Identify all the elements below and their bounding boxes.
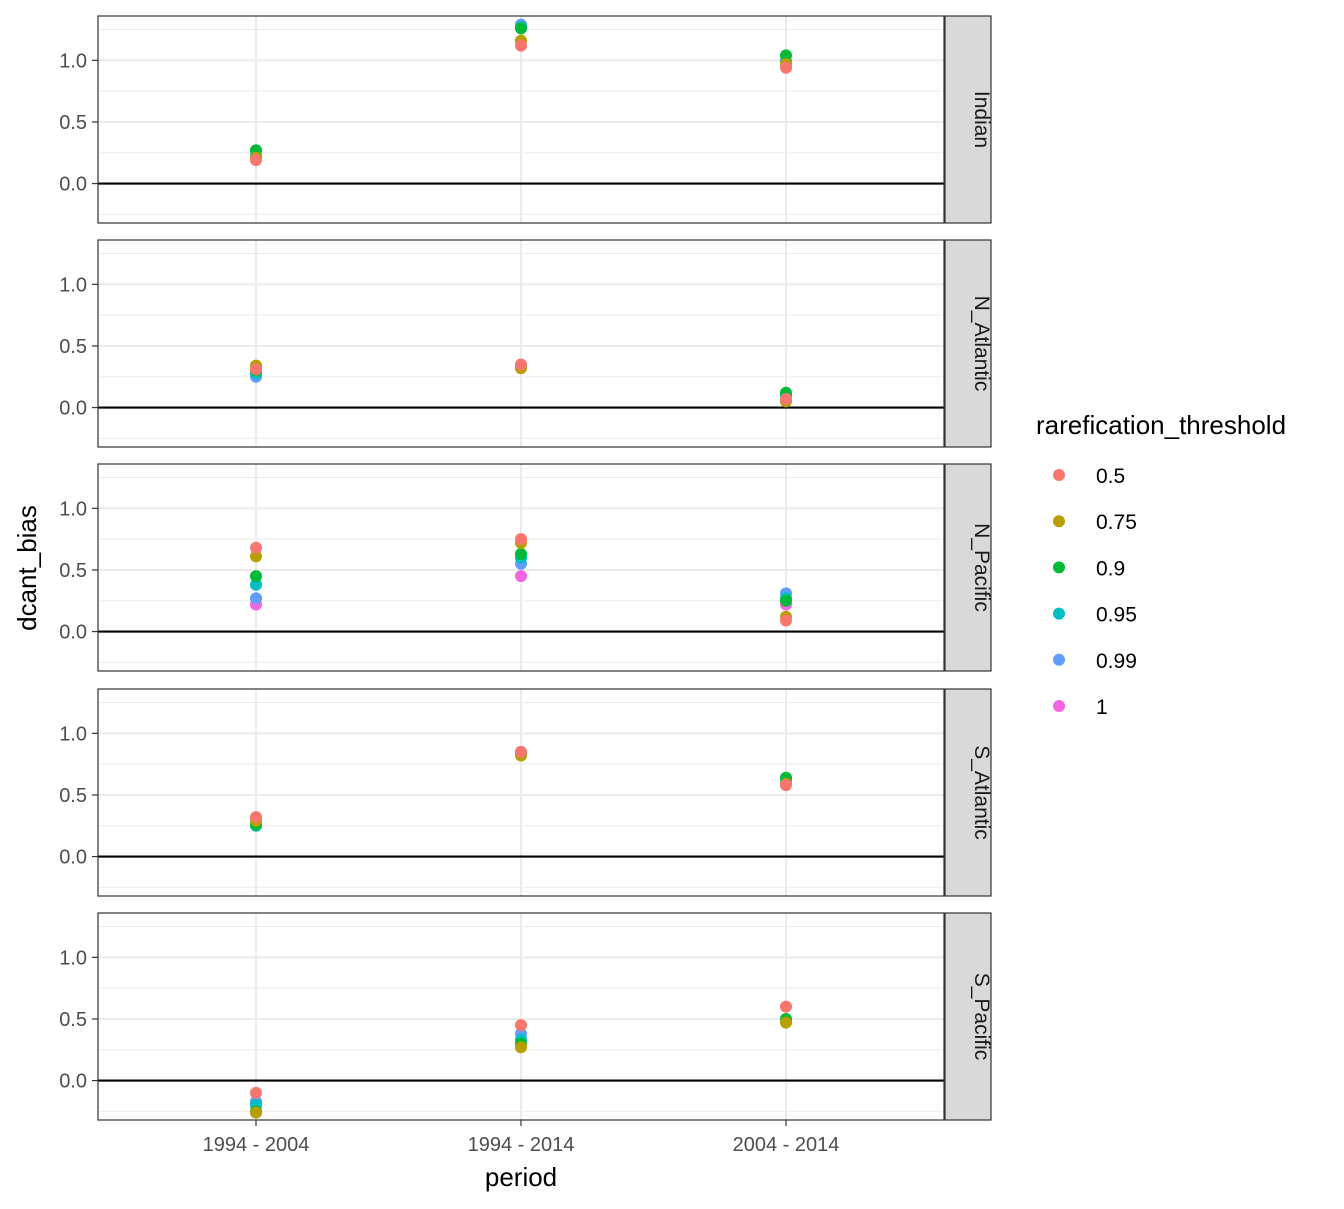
panel-border [97,15,945,224]
panel-s-pacific: S_Pacific 0.0 0.5 1.0 [59,912,993,1121]
point-n-pacific-0.9 [250,570,262,583]
legend-label: 0.99 [1096,650,1137,673]
point-n-pacific-0.9 [515,547,527,560]
facet-label: N_Atlantic [970,296,993,392]
x-axis: 1994 - 2004 1994 - 2014 2004 - 2014 [203,1120,840,1156]
panel-border [97,463,945,672]
y-tick-label: 0.5 [59,1009,87,1031]
point-s-pacific-0.75 [515,1041,527,1054]
facet-label: N_Pacific [970,523,993,612]
x-tick-label: 1994 - 2014 [468,1134,575,1156]
x-tick-label: 1994 - 2004 [203,1134,310,1156]
facet-strip [944,15,992,224]
point-s-pacific-0.75 [780,1016,792,1029]
y-tick-label: 1.0 [59,723,87,745]
panel-s-atlantic: S_Atlantic 0.0 0.5 1.0 [59,688,993,897]
facet-strip [944,912,992,1121]
point-s-pacific-0.75 [250,1106,262,1119]
legend-key-0.75 [1053,515,1065,528]
legend-key-0.95 [1053,607,1065,620]
point-indian-0.9 [515,22,527,35]
x-axis-title: period [485,1162,557,1192]
panel-border [97,688,945,897]
y-tick-label: 0.5 [59,112,87,134]
legend-key-0.9 [1053,561,1065,574]
legend-label: 0.95 [1096,604,1137,627]
point-s-pacific-0.5 [250,1086,262,1099]
point-s-pacific-0.5 [780,1000,792,1013]
legend: rarefication_threshold 0.5 0.75 0.9 0.95 0.9… [1036,410,1286,719]
point-n-pacific-0.75 [250,550,262,563]
point-n-pacific-1 [515,570,527,583]
point-n-pacific-0.5 [250,541,262,554]
panel-n-atlantic: N_Atlantic 0.0 0.5 1.0 [59,239,993,448]
y-tick-label: 0.0 [59,622,87,644]
legend-label: 0.5 [1096,465,1125,488]
legend-key-0.99 [1053,653,1065,666]
point-n-atlantic-0.5 [780,392,792,405]
point-n-pacific-0.9 [780,594,792,607]
point-n-pacific-0.5 [515,533,527,546]
y-tick-label: 1.0 [59,498,87,520]
y-tick-label: 0.5 [59,560,87,582]
point-n-pacific-0.5 [780,614,792,627]
y-tick-label: 0.0 [59,398,87,420]
facet-strip [944,239,992,448]
legend-key-1 [1053,700,1065,712]
y-axis-title: dcant_bias [12,505,42,631]
point-n-pacific-0.99 [250,592,262,605]
panels: Indian0.00.51.0N_Atlantic0.00.51.0N_Paci… [59,15,993,1121]
point-indian-0.5 [250,154,262,167]
point-s-pacific-0.5 [515,1019,527,1032]
facet-strip [944,688,992,897]
y-tick-label: 0.0 [59,174,87,196]
point-s-atlantic-0.5 [250,811,262,824]
y-tick-label: 0.5 [59,336,87,358]
x-tick-label: 2004 - 2014 [733,1134,840,1156]
y-tick-label: 1.0 [59,274,87,296]
y-tick-label: 0.0 [59,1071,87,1093]
point-s-atlantic-0.5 [515,745,527,758]
facet-label: Indian [970,91,993,148]
y-tick-label: 1.0 [59,947,87,969]
facet-label: S_Pacific [970,973,993,1061]
y-tick-label: 0.0 [59,847,87,869]
facet-label: S_Atlantic [970,745,993,840]
point-s-atlantic-0.5 [780,779,792,792]
legend-label: 0.9 [1096,557,1125,580]
point-n-pacific-0.95 [250,578,262,591]
y-tick-label: 1.0 [59,50,87,72]
y-tick-label: 0.5 [59,785,87,807]
panel-n-pacific: N_Pacific 0.0 0.5 1.0 [59,463,993,672]
point-n-atlantic-0.5 [515,358,527,371]
legend-key-0.5 [1053,469,1065,481]
facet-strip [944,463,992,672]
point-indian-0.5 [515,39,527,52]
legend-label: 0.75 [1096,511,1137,534]
point-n-atlantic-0.5 [250,363,262,376]
point-indian-0.9 [780,49,792,62]
panel-indian: Indian 0.0 0.5 1.0 [59,15,993,224]
point-indian-0.5 [780,61,792,74]
panel-border [97,239,945,448]
legend-label: 1 [1096,696,1108,719]
legend-title: rarefication_threshold [1036,410,1286,440]
